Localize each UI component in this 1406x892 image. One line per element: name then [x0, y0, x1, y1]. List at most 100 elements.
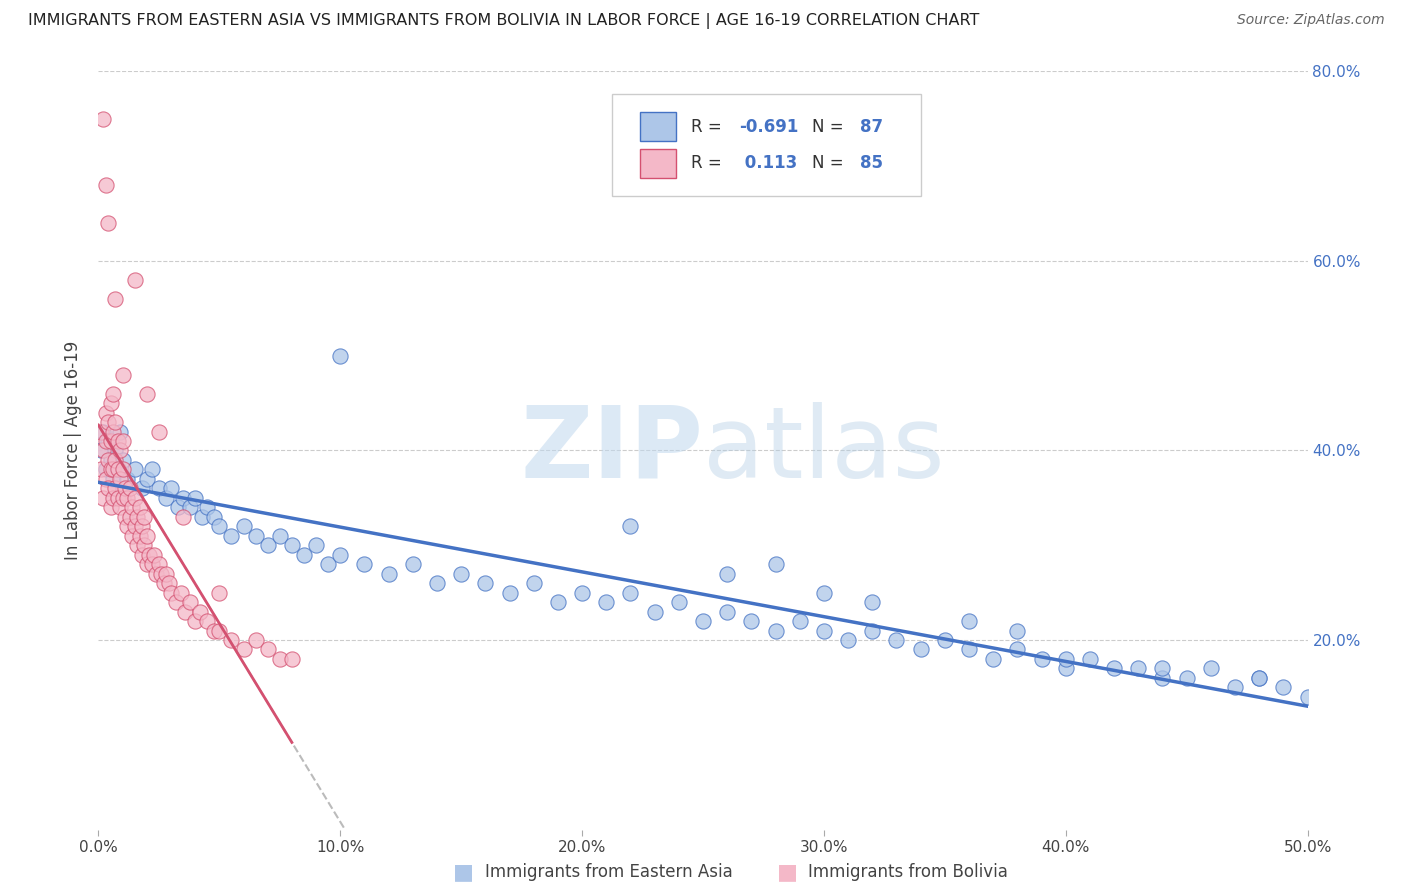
Point [204, 509, 226, 524]
Point [135, 557, 157, 572]
Point [111, 453, 134, 467]
Point [208, 519, 231, 533]
Point [101, 472, 124, 486]
Point [94, 406, 117, 420]
Point [127, 538, 149, 552]
Point [117, 472, 139, 486]
Point [101, 491, 124, 505]
Point [127, 509, 149, 524]
Point [108, 500, 131, 515]
Text: ZIP: ZIP [520, 402, 703, 499]
Point [100, 434, 122, 448]
Point [135, 529, 157, 543]
Point [160, 482, 183, 496]
Point [104, 453, 127, 467]
Point [121, 529, 143, 543]
Point [97, 216, 120, 230]
Point [118, 509, 141, 524]
Bar [640, 149, 676, 178]
Point [104, 482, 127, 496]
Point [148, 557, 170, 572]
Point [108, 472, 131, 486]
Point [107, 462, 129, 476]
Point [90, 462, 112, 476]
Point [595, 595, 617, 609]
Point [90, 443, 112, 458]
Text: ■: ■ [778, 863, 797, 882]
Point [107, 462, 129, 476]
Point [860, 595, 883, 609]
Point [221, 633, 243, 648]
Point [1199, 661, 1222, 675]
Point [740, 614, 762, 628]
Bar [640, 112, 676, 141]
Point [195, 614, 218, 628]
Point [100, 500, 122, 515]
Text: ■: ■ [454, 863, 474, 882]
Point [94, 462, 117, 476]
Point [91, 491, 114, 505]
Point [619, 585, 641, 599]
Point [94, 472, 117, 486]
Point [121, 500, 143, 515]
Text: -0.691: -0.691 [740, 118, 799, 136]
Point [179, 595, 201, 609]
Point [886, 633, 908, 648]
Point [256, 642, 278, 657]
Point [124, 519, 146, 533]
Point [426, 576, 449, 591]
Point [135, 386, 157, 401]
Point [145, 566, 167, 581]
Point [1175, 671, 1198, 685]
Point [256, 538, 278, 552]
Point [1102, 661, 1125, 675]
Point [269, 652, 291, 666]
Point [860, 624, 883, 638]
Point [281, 652, 304, 666]
Text: Immigrants from Bolivia: Immigrants from Bolivia [808, 863, 1008, 881]
Point [141, 557, 163, 572]
Point [188, 605, 211, 619]
Point [97, 415, 120, 429]
Point [107, 491, 129, 505]
Point [91, 443, 114, 458]
Point [1152, 661, 1174, 675]
FancyBboxPatch shape [613, 95, 921, 196]
Point [353, 557, 375, 572]
Point [128, 529, 150, 543]
Point [184, 614, 207, 628]
Point [644, 605, 666, 619]
Point [101, 425, 124, 439]
Point [195, 500, 218, 515]
Point [619, 519, 641, 533]
Point [108, 425, 131, 439]
Point [141, 462, 163, 476]
Text: IMMIGRANTS FROM EASTERN ASIA VS IMMIGRANTS FROM BOLIVIA IN LABOR FORCE | AGE 16-: IMMIGRANTS FROM EASTERN ASIA VS IMMIGRAN… [28, 13, 980, 29]
Point [135, 472, 157, 486]
Point [165, 595, 187, 609]
Point [910, 642, 932, 657]
Point [789, 614, 811, 628]
Point [100, 453, 122, 467]
Point [329, 548, 352, 562]
Point [232, 519, 254, 533]
Text: R =: R = [690, 118, 727, 136]
Point [91, 112, 114, 126]
Text: atlas: atlas [703, 402, 945, 499]
Point [1054, 661, 1077, 675]
Point [155, 566, 177, 581]
Text: 85: 85 [860, 154, 883, 172]
Point [124, 273, 146, 287]
Point [104, 443, 127, 458]
Point [107, 434, 129, 448]
Point [111, 462, 134, 476]
Point [450, 566, 472, 581]
Point [547, 595, 569, 609]
Point [172, 491, 194, 505]
Point [208, 624, 231, 638]
Point [184, 491, 207, 505]
Point [94, 178, 117, 193]
Point [91, 425, 114, 439]
Point [692, 614, 714, 628]
Point [813, 624, 835, 638]
